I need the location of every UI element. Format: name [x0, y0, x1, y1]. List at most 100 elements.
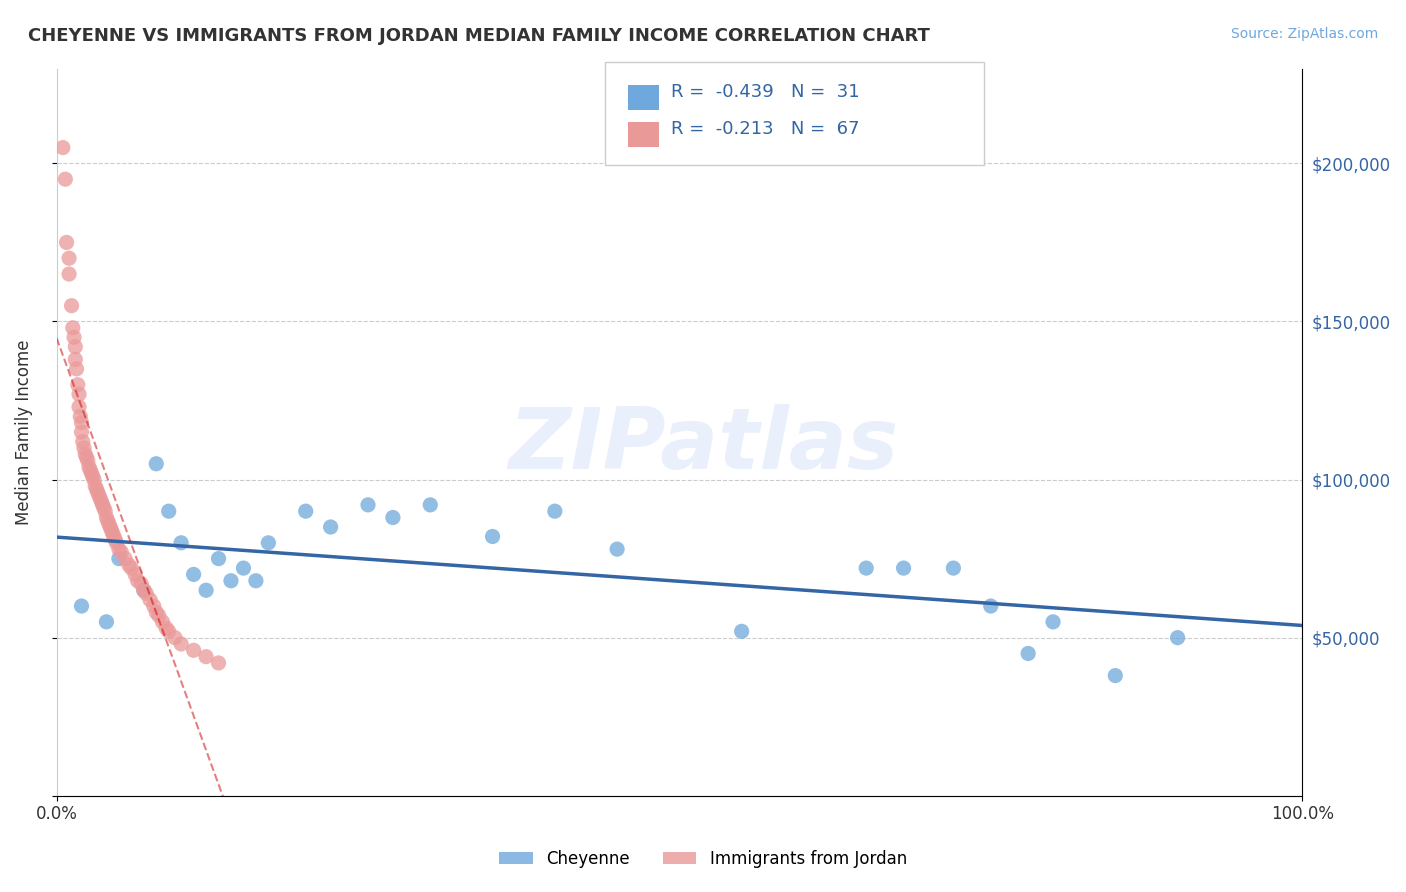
Point [207, 656, 229, 670]
Point [163, 631, 186, 645]
Point [148, 608, 170, 623]
Point [66, 377, 89, 392]
Point [105, 536, 128, 550]
Point [100, 523, 122, 537]
Point [207, 551, 229, 566]
Point [135, 586, 157, 600]
Point [60, 299, 83, 313]
Point [63, 330, 86, 344]
Point [65, 352, 87, 367]
Point [69, 409, 91, 424]
Point [1104, 668, 1126, 682]
Point [245, 574, 267, 588]
Point [155, 621, 177, 635]
Point [170, 637, 193, 651]
Point [76, 453, 98, 467]
Point [91, 498, 114, 512]
Point [1167, 631, 1189, 645]
Point [157, 504, 180, 518]
Point [53, 172, 76, 186]
Point [481, 529, 503, 543]
Point [294, 504, 316, 518]
Point [118, 558, 141, 572]
Point [65, 340, 87, 354]
Point [195, 583, 218, 598]
Point [108, 542, 131, 557]
Point [183, 643, 205, 657]
Point [357, 498, 380, 512]
Point [120, 561, 142, 575]
Point [855, 561, 877, 575]
Point [77, 459, 100, 474]
Point [142, 599, 165, 613]
Point [80, 467, 103, 481]
Point [170, 536, 193, 550]
Point [139, 592, 162, 607]
Point [730, 624, 752, 639]
Point [124, 567, 146, 582]
Point [132, 583, 155, 598]
Point [145, 457, 167, 471]
Point [86, 482, 108, 496]
Point [980, 599, 1002, 613]
Point [381, 510, 404, 524]
Point [219, 574, 242, 588]
Text: Source: ZipAtlas.com: Source: ZipAtlas.com [1230, 27, 1378, 41]
Point [131, 577, 153, 591]
Point [97, 516, 120, 531]
Point [75, 447, 97, 461]
Point [145, 606, 167, 620]
Point [1042, 615, 1064, 629]
Text: R =  -0.213   N =  67: R = -0.213 N = 67 [671, 120, 859, 138]
Point [90, 494, 112, 508]
Point [104, 533, 127, 547]
Legend: Cheyenne, Immigrants from Jordan: Cheyenne, Immigrants from Jordan [492, 844, 914, 875]
Point [419, 498, 441, 512]
Point [62, 320, 84, 334]
Point [110, 545, 132, 559]
Point [1017, 647, 1039, 661]
Point [87, 488, 110, 502]
Point [97, 514, 120, 528]
Point [96, 615, 118, 629]
Point [52, 140, 75, 154]
Point [96, 510, 118, 524]
Point [55, 235, 77, 250]
Point [89, 491, 111, 506]
Point [98, 520, 121, 534]
Y-axis label: Median Family Income: Median Family Income [15, 339, 32, 524]
Point [83, 473, 105, 487]
Point [93, 501, 115, 516]
Point [82, 469, 104, 483]
Point [72, 434, 94, 449]
Point [94, 504, 117, 518]
Point [152, 615, 174, 629]
Point [103, 529, 125, 543]
Point [114, 551, 136, 566]
Point [58, 267, 80, 281]
Point [70, 416, 93, 430]
Point [127, 574, 149, 588]
Point [67, 387, 90, 401]
Point [67, 400, 90, 414]
Text: ZIPatlas: ZIPatlas [508, 404, 898, 488]
Point [65, 362, 87, 376]
Point [319, 520, 342, 534]
Point [70, 599, 93, 613]
Point [58, 252, 80, 266]
Point [942, 561, 965, 575]
Point [232, 561, 254, 575]
Point [70, 425, 93, 439]
Point [84, 479, 107, 493]
Point [544, 504, 567, 518]
Point [257, 536, 280, 550]
Point [893, 561, 915, 575]
Point [132, 583, 155, 598]
Point [606, 542, 628, 557]
Point [79, 463, 101, 477]
Point [157, 624, 180, 639]
Point [73, 441, 96, 455]
Point [183, 567, 205, 582]
Point [108, 551, 131, 566]
Point [76, 450, 98, 465]
